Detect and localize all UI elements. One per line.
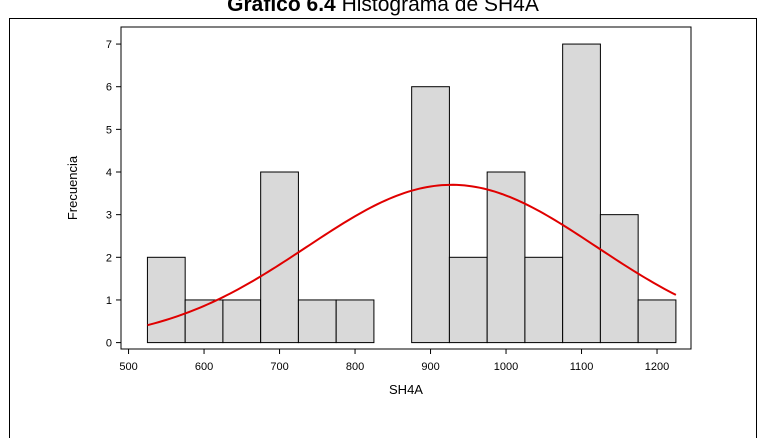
x-tick-label: 1200: [645, 361, 669, 373]
y-tick-label: 3: [106, 210, 112, 222]
x-tick-label: 600: [195, 361, 213, 373]
histogram-bar-9: [448, 256, 488, 344]
figure-frame: [9, 18, 757, 438]
x-tick-label: 900: [421, 361, 439, 373]
histogram-bar-14: [637, 299, 677, 344]
histogram-bar-2: [184, 299, 224, 344]
plot-area: [120, 26, 692, 350]
x-axis-label: SH4A: [389, 382, 423, 397]
y-tick-label: 7: [106, 39, 112, 51]
y-tick-label: 1: [106, 295, 112, 307]
histogram-bar-8: [411, 86, 450, 344]
histogram-bar-1: [146, 256, 186, 344]
chart-title-bold: Gráfico 6.4: [227, 0, 336, 16]
histogram-chart: 0 1 2 3 4 5 6 7 500 600 700 800 900 1000 1100 1200 SH4…: [65, 26, 692, 397]
histogram-bar-12: [562, 43, 601, 344]
y-tick-label: 6: [106, 82, 112, 94]
y-tick-label: 5: [106, 124, 112, 136]
histogram-bar-6: [335, 299, 375, 344]
x-tick-label: 800: [346, 361, 364, 373]
chart-title-rest: Histograma de SH4A: [335, 0, 539, 16]
x-tick-label: 500: [119, 361, 137, 373]
histogram-bar-13: [599, 214, 639, 344]
x-tick-label: 1100: [570, 361, 594, 373]
y-tick-label: 2: [106, 252, 112, 264]
y-tick-label: 0: [106, 338, 112, 350]
y-axis-label: Frecuencia: [65, 155, 80, 220]
histogram-bar-5: [297, 299, 337, 344]
chart-title: Gráfico 6.4 Histograma de SH4A: [0, 0, 766, 17]
x-tick-label: 1000: [494, 361, 518, 373]
y-tick-label: 4: [106, 167, 112, 179]
normal-fit-curve: [147, 183, 677, 327]
histogram-bar-11: [524, 256, 564, 344]
histogram-bar-4: [260, 171, 299, 344]
x-tick-label: 700: [270, 361, 288, 373]
histogram-bar-3: [222, 299, 262, 344]
histogram-bar-10: [486, 171, 526, 344]
